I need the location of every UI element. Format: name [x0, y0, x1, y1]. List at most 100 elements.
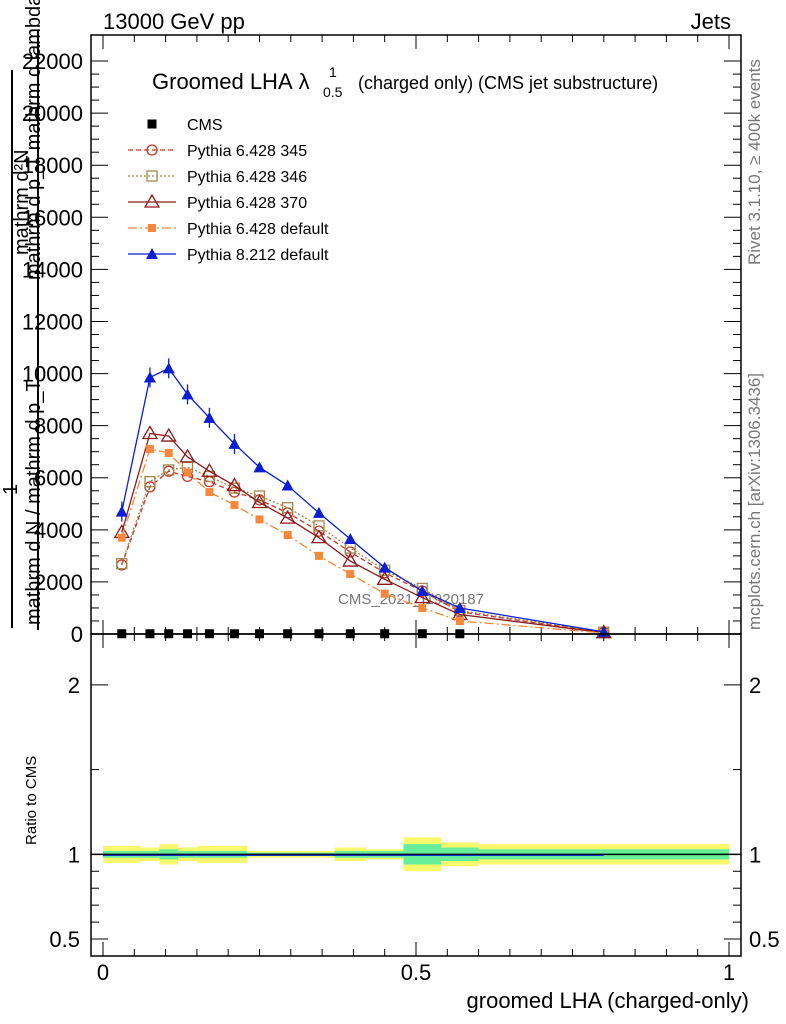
data-point [282, 502, 294, 514]
data-point [163, 464, 175, 476]
data-point [147, 119, 157, 129]
category-label: Jets [691, 9, 731, 34]
y-tick-label: 12000 [22, 309, 83, 334]
y-tick-label: 6000 [34, 466, 83, 491]
data-point [453, 601, 466, 613]
data-point [310, 529, 328, 544]
data-point [283, 531, 292, 540]
y-tick-label: 22000 [22, 49, 83, 74]
x-axis-label: groomed LHA (charged-only) [467, 988, 749, 1013]
y-tick-label: 8000 [34, 414, 83, 439]
series-py370 [113, 425, 612, 639]
legend-item: Pythia 6.428 370 [128, 193, 307, 212]
data-point [346, 570, 355, 579]
legend-item: Pythia 8.212 default [128, 247, 329, 264]
ratio-frame [90, 633, 742, 957]
data-point [148, 224, 156, 232]
data-point [183, 468, 192, 477]
y-tick-label: 0 [71, 622, 83, 647]
data-point [160, 427, 177, 442]
mcplots-label: mcplots.cern.ch [arXiv:1306.3436] [745, 373, 764, 630]
data-point [253, 490, 266, 502]
data-point [143, 371, 156, 383]
data-point [117, 533, 126, 542]
data-point [279, 509, 296, 524]
series-line [121, 432, 604, 634]
data-point [181, 388, 194, 400]
legend-label: Pythia 6.428 370 [187, 195, 307, 212]
ratio-y-tick-label: 1 [68, 842, 80, 867]
title-rest: (charged only) (CMS jet substructure) [358, 73, 658, 93]
data-point [141, 425, 159, 440]
data-point [162, 362, 175, 374]
ylabel-middle: mathrm d p_T mathrm d lambda [23, 0, 45, 280]
data-point [179, 448, 196, 463]
data-point [416, 585, 429, 597]
y-tick-label: 16000 [22, 205, 83, 230]
data-point [314, 551, 323, 560]
data-point [414, 589, 431, 604]
data-point [146, 170, 158, 182]
data-point [253, 461, 266, 473]
title-main: Groomed LHA [152, 69, 293, 94]
data-point [312, 506, 325, 518]
data-point [378, 561, 391, 573]
data-point [230, 501, 239, 510]
data-point [144, 475, 156, 488]
series-line [121, 470, 604, 634]
legend: CMS Pythia 6.428 345 Pythia 6.428 346 Pythi… [128, 117, 329, 264]
ratio-y-tick-label: 2 [68, 673, 80, 698]
main-y-label: mathrm d²N mathrm d p_T mathrm d lambda … [0, 0, 45, 630]
data-point [251, 494, 268, 509]
x-tick-label: 1 [723, 960, 735, 985]
title-lambda: λ [299, 69, 310, 94]
legend-item: Pythia 6.428 default [128, 221, 329, 238]
series-py8 [115, 358, 610, 637]
legend-label: CMS [187, 117, 223, 134]
ylabel-denominator: mathrm d N / mathrm d p_T [23, 379, 45, 625]
ratio-y-tick-label: 0.5 [49, 927, 80, 952]
data-point [418, 603, 427, 612]
data-point [146, 248, 158, 259]
data-point [143, 193, 161, 208]
legend-item: Pythia 6.428 345 [128, 143, 307, 160]
ratio-y-tick-label-right: 0.5 [749, 927, 780, 952]
legend-item: Pythia 6.428 346 [128, 169, 307, 186]
y-tick-label: 14000 [22, 257, 83, 282]
legend-label: Pythia 6.428 345 [187, 143, 307, 160]
y-tick-label: 4000 [34, 518, 83, 543]
data-point [342, 552, 359, 567]
data-point [281, 479, 294, 491]
ylabel-top: mathrm d²N [11, 149, 33, 255]
ratio-y-tick-label-right: 2 [749, 673, 761, 698]
data-point [146, 144, 158, 156]
data-point [226, 477, 243, 492]
data-point [455, 616, 464, 625]
data-point [205, 488, 214, 497]
title-sup: 1 [329, 64, 337, 80]
y-tick-label: 18000 [22, 153, 83, 178]
y-tick-label: 10000 [22, 362, 83, 387]
data-point [228, 437, 241, 449]
y-tick-label: 2000 [34, 570, 83, 595]
ratio-y-tick-label-right: 1 [749, 842, 761, 867]
plot-title: Groomed LHA λ 1 0.5 (charged only) (CMS j… [152, 64, 658, 100]
x-tick-label: 0 [97, 960, 109, 985]
data-point [145, 445, 154, 454]
y-tick-label: 20000 [22, 101, 83, 126]
legend-label: Pythia 6.428 default [187, 221, 329, 238]
series-line [121, 466, 604, 633]
series-line [121, 448, 604, 634]
legend-label: Pythia 8.212 default [187, 247, 329, 264]
data-point [380, 589, 389, 598]
x-tick-label: 0.5 [401, 960, 432, 985]
legend-label: Pythia 6.428 346 [187, 169, 307, 186]
main-y-ticks: 0 2000 4000 6000 8000 10000 12000 14000 16000 180… [22, 35, 741, 647]
legend-item: CMS [147, 117, 223, 134]
ratio-y-label: Ratio to CMS [23, 756, 40, 845]
title-sub: 0.5 [323, 84, 343, 100]
beam-label: 13000 GeV pp [103, 9, 245, 34]
data-point [344, 532, 357, 544]
